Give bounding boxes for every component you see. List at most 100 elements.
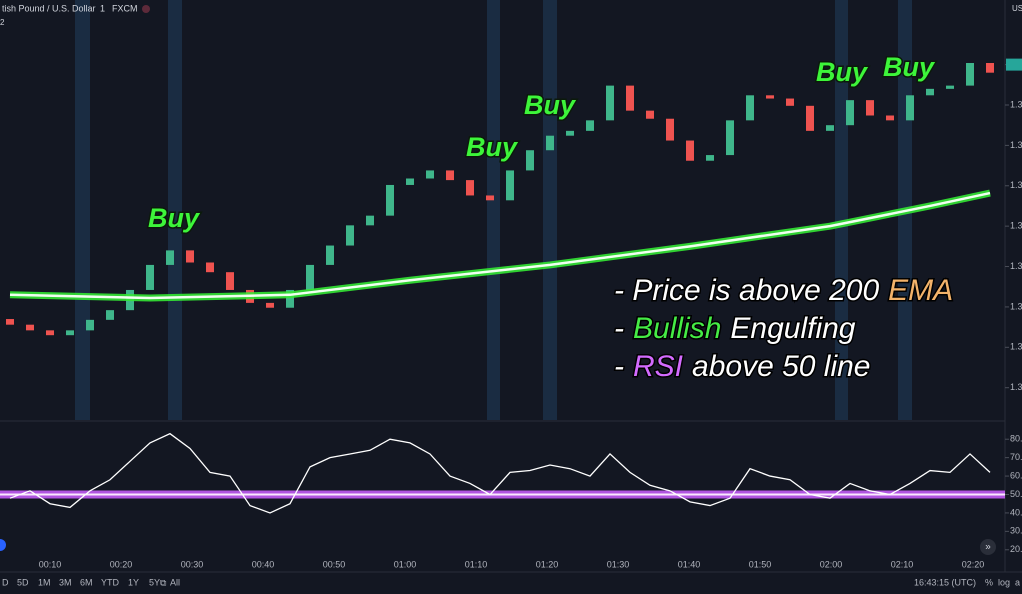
signal-bands <box>75 0 912 420</box>
candle <box>226 272 234 290</box>
range-button[interactable]: YTD <box>101 577 120 587</box>
range-button[interactable]: 5Y <box>149 577 160 587</box>
y-tick-label: 1.37 <box>1010 140 1022 150</box>
ema-line <box>9 191 991 300</box>
x-tick-label: 01:20 <box>536 559 559 569</box>
candle <box>966 63 974 86</box>
candle <box>406 178 414 185</box>
note-part: - <box>614 350 624 383</box>
range-button[interactable]: 6M <box>80 577 93 587</box>
rsi-line <box>9 432 991 514</box>
buy-label: Buy <box>816 57 869 87</box>
candle <box>806 105 814 131</box>
y-tick-label: 70.0 <box>1010 452 1022 462</box>
candle <box>866 100 874 116</box>
candle <box>526 150 534 171</box>
last-price-badge <box>1006 58 1022 71</box>
symbol: tish Pound / U.S. Dollar <box>2 3 96 13</box>
range-button[interactable]: 5D <box>17 577 29 587</box>
candle <box>646 110 654 119</box>
x-tick-label: 01:00 <box>394 559 417 569</box>
candle <box>566 130 574 136</box>
buy-label: Buy <box>524 90 577 120</box>
y-tick-label: 20.0 <box>1010 544 1022 554</box>
y-tick-label: 1.37 <box>1010 99 1022 109</box>
candle <box>106 310 114 320</box>
signal-band <box>75 0 90 420</box>
range-button[interactable]: 3M <box>59 577 72 587</box>
candle <box>446 170 454 181</box>
compare-button[interactable]: ⧉ <box>160 577 167 587</box>
candle <box>186 250 194 263</box>
candle <box>886 115 894 121</box>
auto-toggle[interactable]: a <box>1015 577 1020 587</box>
x-tick-label: 02:00 <box>820 559 843 569</box>
note: - RSI above 50 line <box>614 350 871 383</box>
scroll-button[interactable] <box>980 539 996 555</box>
status-icon <box>142 5 150 13</box>
candle <box>306 264 314 290</box>
x-tick-label: 00:10 <box>39 559 62 569</box>
x-tick-label: 00:50 <box>323 559 346 569</box>
y-tick-label: 1.37 <box>1010 221 1022 231</box>
y-tick-label: 40.0 <box>1010 507 1022 517</box>
signal-band <box>487 0 500 420</box>
clock: 16:43:15 (UTC) <box>914 577 976 587</box>
log-toggle[interactable]: log <box>998 577 1010 587</box>
candle <box>546 135 554 151</box>
candle <box>506 170 514 201</box>
pane-index: 2 <box>0 18 5 27</box>
currency: US <box>1012 4 1022 13</box>
candle <box>366 215 374 226</box>
note-part: RSI <box>633 350 683 383</box>
candle <box>726 120 734 156</box>
range-button[interactable]: 1M <box>38 577 51 587</box>
candle <box>386 184 394 216</box>
candle <box>46 330 54 336</box>
y-tick-label: 80.0 <box>1010 434 1022 444</box>
x-tick-label: 01:40 <box>678 559 701 569</box>
interval: 1 <box>100 3 105 13</box>
candle <box>826 125 834 131</box>
note-part: EMA <box>888 274 953 307</box>
percent-toggle[interactable]: % <box>985 577 993 587</box>
note-part: - Price is above 200 <box>614 274 879 307</box>
candle <box>906 95 914 121</box>
y-tick-label: 60.0 <box>1010 470 1022 480</box>
candle <box>426 170 434 179</box>
range-button[interactable]: D <box>2 577 9 587</box>
range-button[interactable]: All <box>170 577 180 587</box>
buy-label: Buy <box>883 52 936 82</box>
candle <box>686 140 694 161</box>
x-tick-label: 01:30 <box>607 559 630 569</box>
x-tick-label: 00:30 <box>181 559 204 569</box>
y-tick-label: 1.36 <box>1010 342 1022 352</box>
note: - Price is above 200 EMA <box>614 274 953 307</box>
scroll-icon: » <box>985 542 991 553</box>
candle <box>766 95 774 99</box>
candle <box>626 85 634 111</box>
candle <box>586 120 594 131</box>
nav-button[interactable] <box>0 539 6 551</box>
candle <box>66 330 74 336</box>
candle <box>326 245 334 265</box>
candle <box>986 63 994 73</box>
y-tick-label: 30.0 <box>1010 526 1022 536</box>
note-part: - <box>614 312 624 345</box>
candle <box>26 324 34 331</box>
note: - Bullish Engulfing <box>614 312 856 345</box>
candle <box>166 250 174 265</box>
x-tick-label: 00:20 <box>110 559 133 569</box>
candle <box>206 262 214 273</box>
x-tick-label: 00:40 <box>252 559 275 569</box>
note-part: above 50 line <box>692 350 870 383</box>
x-tick-label: 01:50 <box>749 559 772 569</box>
note-part: Bullish <box>633 312 721 345</box>
candle <box>146 264 154 290</box>
range-button[interactable]: 1Y <box>128 577 139 587</box>
x-tick-label: 01:10 <box>465 559 488 569</box>
candle <box>6 319 14 325</box>
source: FXCM <box>112 3 138 13</box>
candle <box>606 85 614 121</box>
